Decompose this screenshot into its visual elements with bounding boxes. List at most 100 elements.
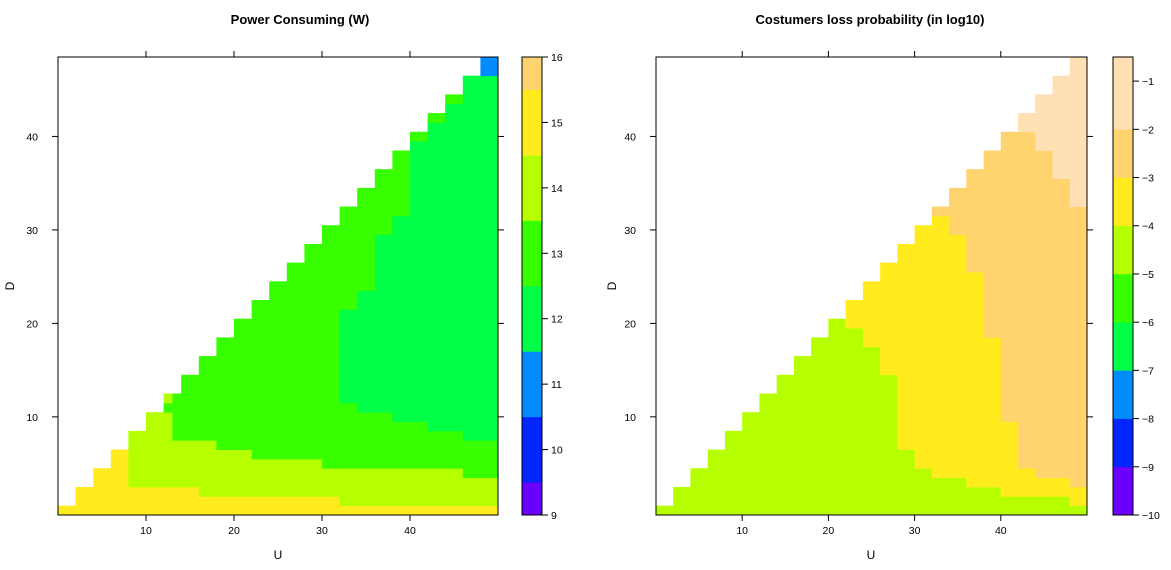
heatmap-cell bbox=[374, 234, 393, 413]
colorbar-tick-label: −4 bbox=[1142, 221, 1154, 233]
heatmap-cell bbox=[931, 477, 950, 516]
x-tick-label: 30 bbox=[316, 525, 328, 537]
y-tick-label: 10 bbox=[26, 412, 38, 424]
heatmap-cell bbox=[1052, 75, 1071, 179]
heatmap-cell bbox=[374, 412, 393, 469]
heatmap-cell bbox=[1052, 477, 1071, 497]
heatmap-cell bbox=[146, 486, 164, 516]
y-tick-label: 40 bbox=[624, 131, 636, 143]
colorbar-tick-label: −10 bbox=[1142, 510, 1160, 522]
heatmap-cell bbox=[949, 477, 967, 516]
heatmap-cell bbox=[374, 505, 393, 516]
colorbar-tick-label: 11 bbox=[551, 379, 562, 391]
heatmap-cell bbox=[966, 169, 984, 273]
heatmap-cell bbox=[1069, 486, 1088, 507]
heatmap-cell bbox=[811, 337, 829, 516]
heatmap-cell bbox=[1069, 57, 1088, 207]
heatmap-cell bbox=[897, 243, 915, 450]
plot-frame bbox=[57, 56, 499, 516]
colorbar-tick-label: 10 bbox=[551, 445, 563, 457]
heatmap-cell bbox=[1000, 496, 1019, 516]
x-tick-label: 40 bbox=[404, 525, 416, 537]
colorbar-tick-label: −5 bbox=[1142, 269, 1154, 281]
heatmap-cell bbox=[269, 281, 288, 460]
y-tick-label: 30 bbox=[624, 225, 636, 237]
heatmap-cell bbox=[410, 421, 428, 469]
heatmap-cell bbox=[759, 393, 778, 516]
heatmap-cell bbox=[216, 449, 235, 497]
heatmap-cell bbox=[949, 187, 967, 235]
chart-title: Costumers loss probability (in log10) bbox=[756, 12, 985, 27]
heatmap-cell bbox=[198, 356, 217, 441]
heatmap-cell bbox=[983, 150, 1002, 338]
heatmap-cell bbox=[339, 206, 358, 310]
heatmap-cell bbox=[949, 234, 967, 479]
y-axis-label: D bbox=[605, 281, 619, 290]
heatmap-cell bbox=[339, 309, 358, 404]
y-tick-label: 20 bbox=[26, 318, 38, 330]
colorbar-band bbox=[522, 286, 542, 352]
y-axis-label: D bbox=[3, 281, 17, 290]
heatmap-cell bbox=[357, 468, 376, 507]
heatmap-cell bbox=[163, 402, 173, 413]
heatmap-cell bbox=[163, 486, 173, 516]
heatmap-cell bbox=[1000, 421, 1019, 497]
heatmap-cell bbox=[862, 346, 881, 516]
heatmap-cell bbox=[427, 113, 446, 123]
colorbar-band bbox=[522, 416, 542, 483]
heatmap-cell bbox=[966, 486, 984, 516]
heatmap-cell bbox=[322, 468, 340, 497]
x-tick-label: 40 bbox=[995, 525, 1007, 537]
heatmap-cell bbox=[374, 169, 393, 235]
colorbar-tick-label: 15 bbox=[551, 117, 563, 129]
heatmap-cell bbox=[251, 300, 270, 460]
colorbar-tick-label: 9 bbox=[551, 510, 557, 522]
heatmap-cell bbox=[1052, 178, 1071, 479]
heatmap-cell bbox=[862, 281, 881, 348]
x-tick-label: 10 bbox=[140, 525, 152, 537]
heatmap-cell bbox=[163, 412, 173, 488]
colorbar: −10 −9 −8 −7 −6 −5 −4 −3 −2 −1 bbox=[1112, 56, 1160, 522]
colorbar-frame bbox=[521, 56, 543, 516]
heatmap-cell bbox=[339, 468, 358, 507]
heatmap-cell bbox=[462, 477, 481, 507]
heatmap-cells bbox=[58, 57, 499, 516]
heatmap-cell bbox=[1035, 477, 1053, 497]
heatmap-cell bbox=[427, 430, 446, 469]
colorbar-band bbox=[522, 220, 542, 287]
heatmap-cell bbox=[427, 505, 446, 516]
heatmap-cell bbox=[234, 496, 252, 516]
heatmap-cell bbox=[75, 486, 94, 516]
heatmap-cells bbox=[656, 57, 1088, 516]
colorbar-band bbox=[1113, 370, 1133, 419]
chart-title: Power Consuming (W) bbox=[231, 12, 370, 27]
x-tick-label: 20 bbox=[228, 525, 240, 537]
heatmap-cell bbox=[1035, 496, 1053, 516]
heatmap-cell bbox=[392, 215, 411, 422]
heatmap-cell bbox=[304, 243, 323, 460]
heatmap-cell bbox=[480, 505, 499, 516]
heatmap-cell bbox=[480, 440, 499, 479]
heatmap-cell bbox=[286, 458, 305, 497]
heatmap-cell bbox=[914, 468, 933, 516]
heatmap-cell bbox=[181, 486, 200, 516]
colorbar: 9 10 11 12 13 14 15 16 bbox=[521, 52, 563, 522]
heatmap-cell bbox=[1035, 94, 1053, 151]
heatmap-cell bbox=[286, 262, 305, 460]
heatmap-cell bbox=[427, 122, 446, 432]
heatmap-cell bbox=[1000, 131, 1019, 422]
heatmap-cell bbox=[93, 468, 112, 516]
heatmap-cell bbox=[462, 75, 481, 441]
colorbar-band bbox=[1113, 466, 1133, 516]
colorbar-band bbox=[522, 57, 542, 91]
y-tick-label: 30 bbox=[26, 225, 38, 237]
heatmap-cell bbox=[1069, 505, 1088, 516]
heatmap-cell bbox=[931, 215, 950, 479]
heatmap-cell bbox=[880, 262, 898, 376]
heatmap-cell bbox=[445, 430, 464, 469]
heatmap-cell bbox=[322, 496, 340, 516]
heatmap-cell bbox=[269, 496, 288, 516]
colorbar-tick-label: −7 bbox=[1142, 365, 1154, 377]
colorbar-band bbox=[1113, 129, 1133, 178]
heatmap-cell bbox=[1052, 496, 1071, 516]
